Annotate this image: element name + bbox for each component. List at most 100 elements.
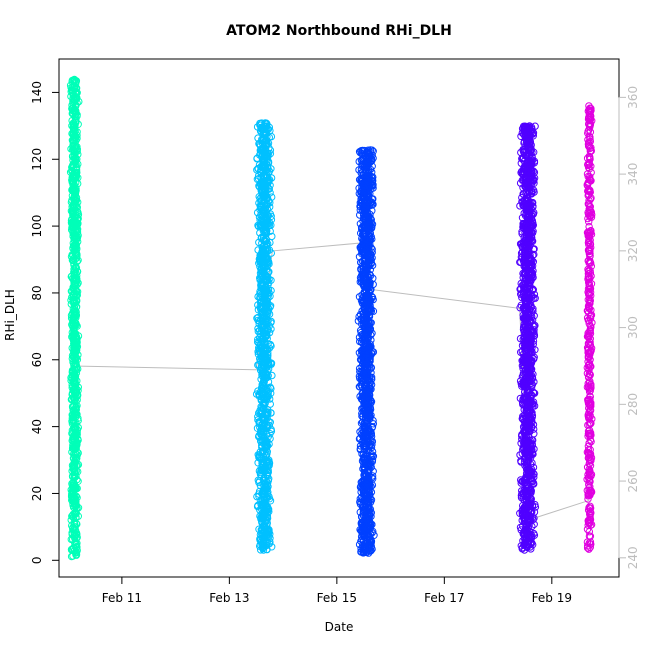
y-axis-label: RHi_DLH [3, 289, 17, 341]
data-point [67, 545, 76, 554]
data-point [69, 123, 78, 131]
data-points [66, 75, 596, 561]
data-point [69, 464, 77, 472]
data-point [71, 508, 80, 516]
data-point [267, 409, 275, 417]
data-point [257, 513, 265, 521]
data-point [262, 443, 271, 451]
data-point [72, 440, 80, 449]
data-point [71, 532, 80, 540]
data-point [262, 286, 270, 294]
data-point [254, 350, 263, 358]
data-point [71, 371, 79, 380]
data-point [71, 285, 80, 293]
altitude-track [73, 116, 590, 521]
data-point [262, 246, 270, 255]
data-point [259, 359, 267, 367]
data-point [259, 161, 267, 169]
data-point [72, 269, 80, 277]
data-point [260, 532, 268, 540]
chart-title: ATOM2 Northbound RHi_DLH [226, 23, 452, 39]
data-point [73, 163, 81, 172]
data-point [257, 396, 265, 405]
series-2 [252, 119, 276, 554]
data-point [257, 163, 265, 171]
data-point [261, 219, 270, 227]
data-point [265, 344, 274, 352]
data-point [70, 236, 79, 245]
series-3 [354, 146, 378, 557]
data-point [260, 415, 269, 424]
data-point [70, 135, 79, 144]
data-point [260, 449, 268, 458]
data-point [259, 245, 267, 254]
data-point [262, 298, 270, 307]
data-point [69, 332, 77, 340]
data-point [70, 468, 79, 477]
data-point [266, 497, 275, 505]
data-point [263, 211, 271, 219]
data-point [254, 335, 262, 344]
data-point [71, 473, 79, 481]
data-point [259, 546, 268, 554]
data-point [260, 382, 269, 390]
data-point [264, 326, 272, 334]
data-point [262, 129, 270, 137]
data-point [69, 480, 78, 488]
data-point [72, 313, 80, 322]
data-point [267, 319, 275, 327]
data-point [257, 281, 265, 290]
data-point [255, 478, 263, 487]
data-point [69, 411, 77, 420]
series-4 [516, 122, 540, 554]
data-point [266, 340, 275, 349]
data-point [70, 168, 79, 177]
data-point [71, 385, 80, 393]
data-point [72, 502, 80, 510]
data-point [68, 403, 77, 411]
data-point [69, 434, 77, 442]
data-point [259, 321, 267, 330]
data-point [261, 507, 269, 516]
data-point [263, 200, 272, 209]
data-point [267, 212, 275, 221]
data-point [71, 94, 80, 102]
data-point [368, 424, 376, 432]
data-point [72, 519, 81, 528]
series-5 [583, 102, 596, 553]
data-point [69, 296, 78, 305]
data-point [257, 147, 266, 155]
data-point [259, 219, 267, 227]
data-point [259, 512, 267, 520]
data-point [264, 179, 272, 187]
data-point [260, 237, 268, 245]
data-point [71, 374, 79, 382]
data-point [259, 192, 268, 201]
data-point [361, 431, 369, 439]
data-point [73, 410, 81, 419]
data-point [257, 337, 265, 346]
data-point [264, 392, 273, 400]
data-point [255, 360, 263, 369]
data-point [69, 496, 77, 504]
data-point [261, 487, 269, 496]
data-point [72, 530, 81, 539]
data-point [263, 470, 271, 479]
data-point [261, 301, 269, 310]
data-point [261, 128, 269, 136]
data-point [263, 313, 271, 321]
data-point [260, 171, 268, 180]
data-point [265, 528, 273, 536]
data-point [265, 458, 273, 466]
data-point [70, 465, 79, 473]
data-point [262, 539, 270, 548]
data-point [261, 346, 269, 354]
data-point [71, 127, 79, 135]
data-point [71, 244, 79, 252]
data-point [264, 268, 273, 276]
data-point [258, 436, 266, 444]
data-point [69, 141, 77, 150]
data-point [70, 304, 79, 312]
data-point [264, 408, 272, 416]
data-point [258, 140, 267, 148]
